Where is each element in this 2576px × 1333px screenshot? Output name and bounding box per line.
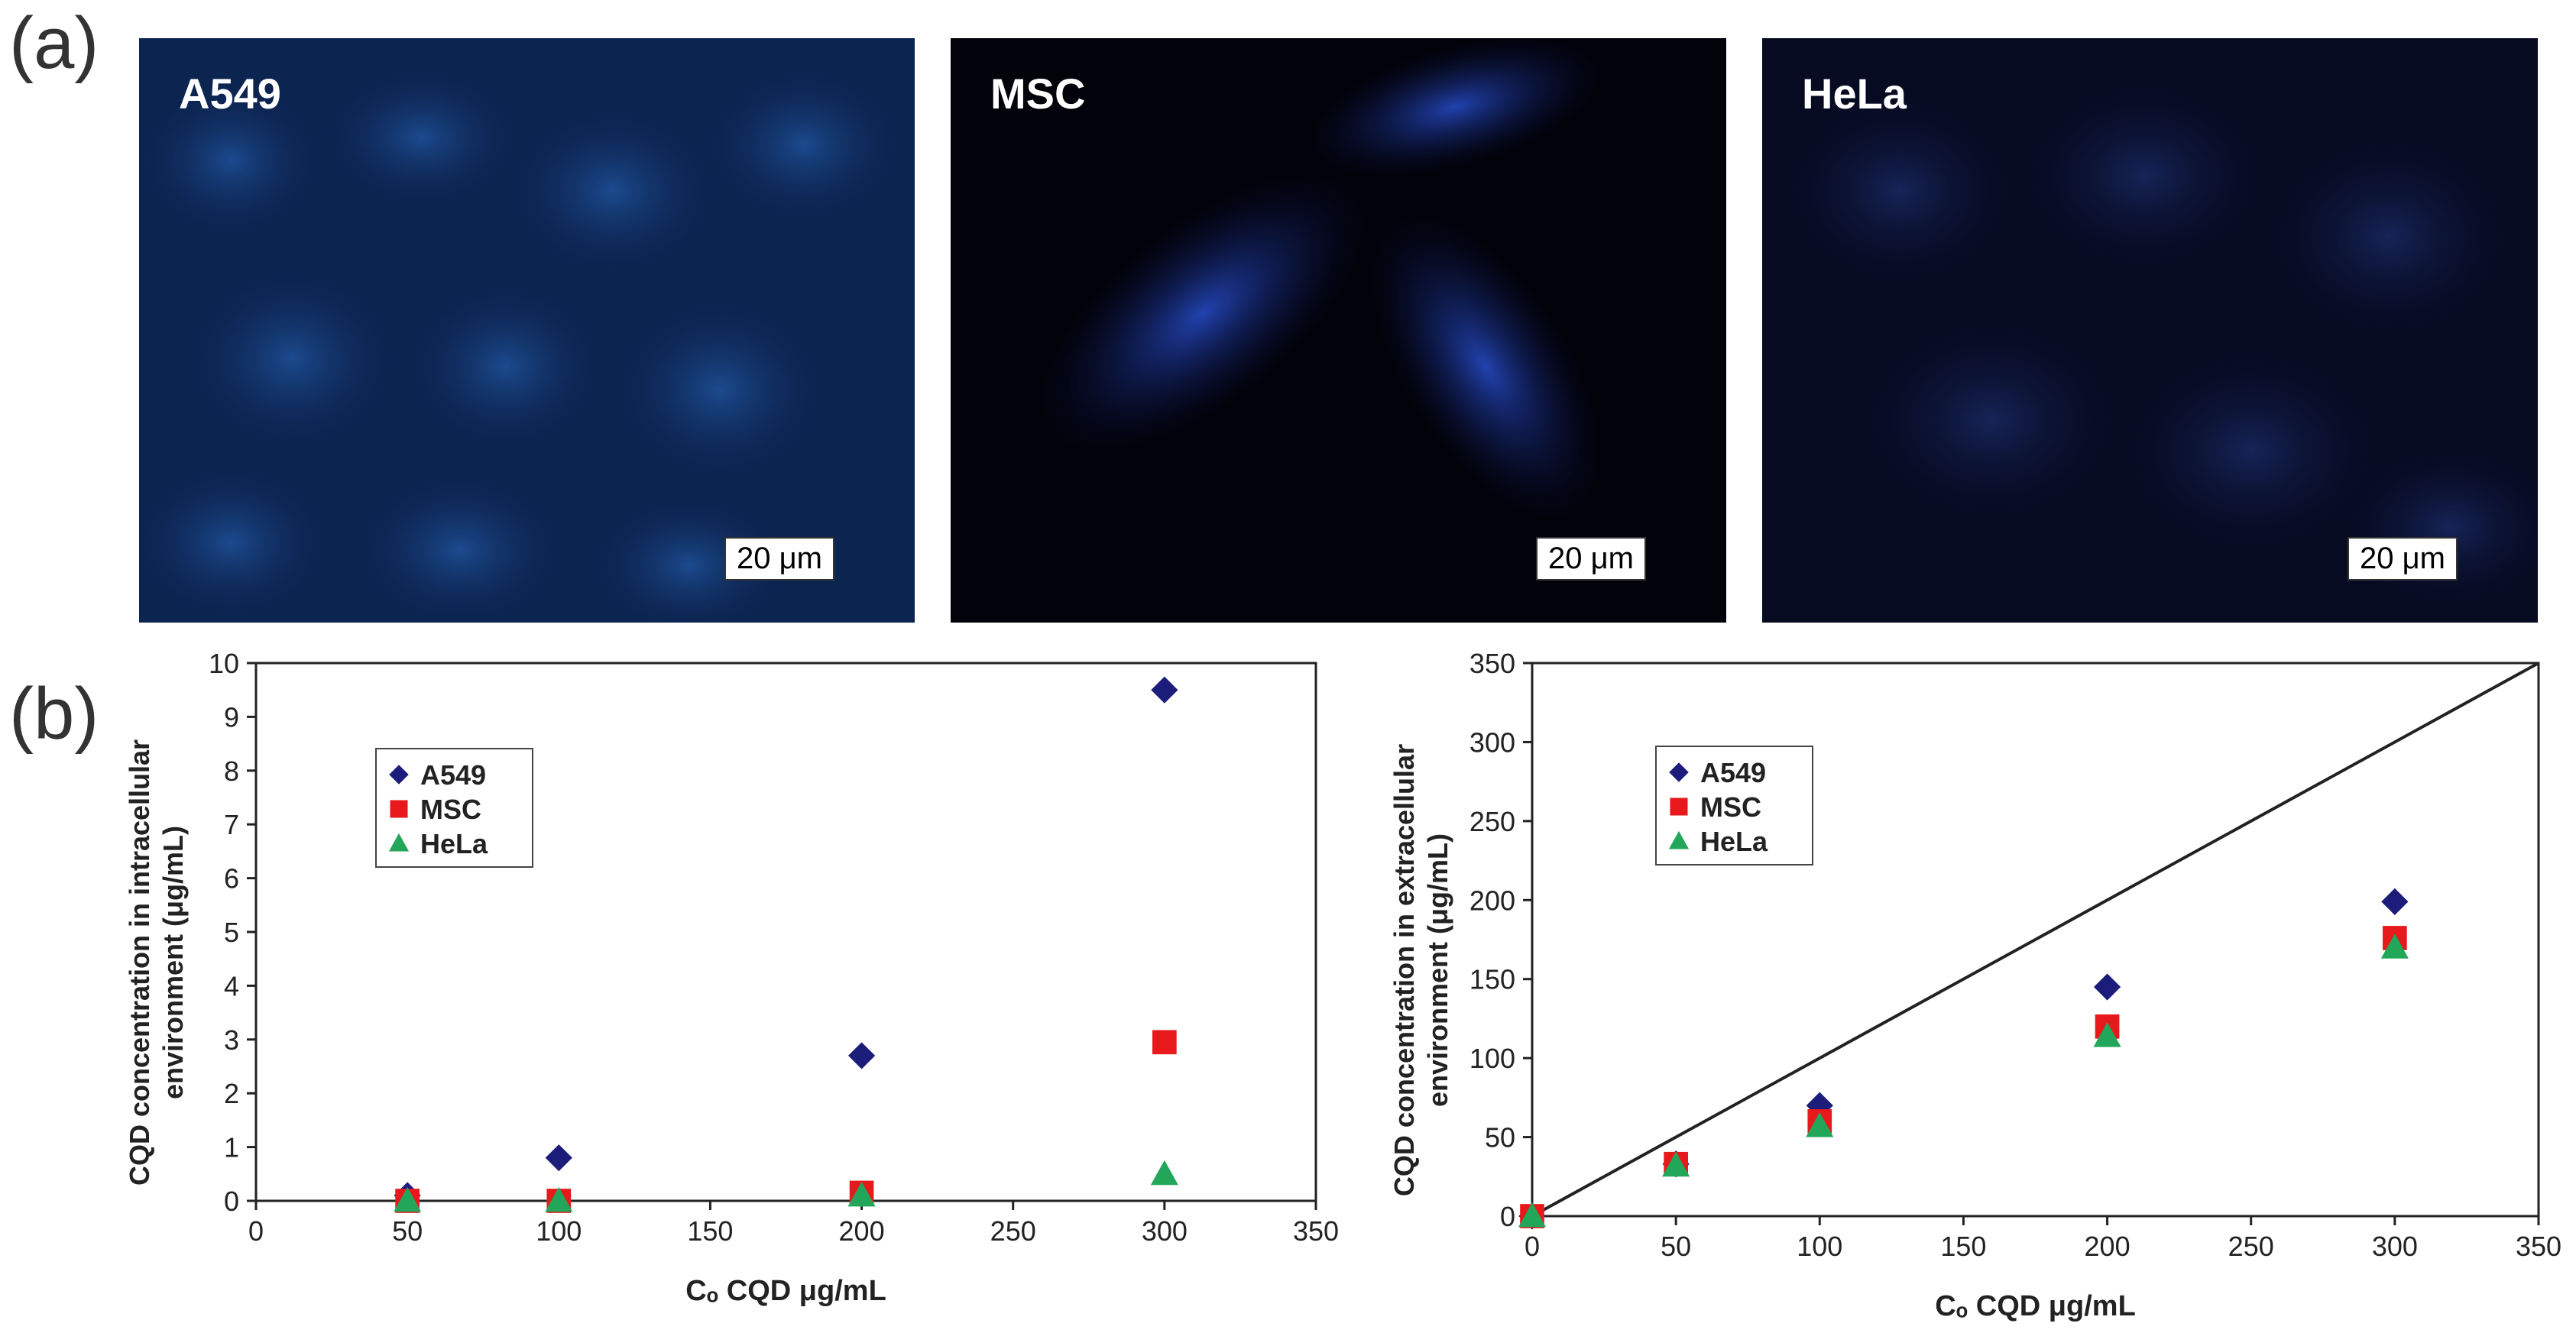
legend-marker-msc [1670,798,1688,816]
y-axis-label: environment (μg/mL) [157,826,189,1099]
panel-label-a: (a) [9,2,99,84]
x-tick-label: 300 [2372,1231,2418,1262]
y-axis-label: CQD concentration in intracellular [124,739,155,1186]
x-tick-label: 150 [1940,1231,1986,1262]
panel-label-b: (b) [9,673,99,755]
y-tick-label: 350 [1469,648,1515,679]
data-point-hela [1662,1151,1690,1177]
data-point-hela [847,1181,876,1207]
y-tick-label: 200 [1469,885,1515,916]
data-point-hela [1806,1112,1834,1137]
x-tick-label: 200 [839,1215,885,1247]
scale-bar: 20 μm [1536,537,1646,581]
x-tick-label: 350 [1293,1215,1339,1247]
x-tick-label: 300 [1142,1215,1188,1247]
x-tick-label: 250 [990,1215,1036,1247]
legend-label-a549: A549 [1700,757,1766,788]
y-tick-label: 5 [224,917,239,948]
legend-marker-a549 [1669,762,1689,782]
legend-marker-hela [388,833,410,852]
data-point-hela [545,1186,573,1212]
x-axis-label: Cₒ CQD μg/mL [1935,1290,2136,1322]
y-tick-label: 3 [224,1024,239,1056]
x-tick-label: 100 [1797,1231,1842,1262]
y-axis-label: environment (μg/mL) [1422,833,1453,1107]
x-tick-label: 0 [248,1215,264,1247]
legend-label-msc: MSC [420,794,481,825]
y-tick-label: 8 [224,755,239,787]
data-point-a549 [2093,973,2121,1001]
y-tick-label: 150 [1469,964,1515,995]
x-tick-label: 100 [536,1215,582,1247]
scale-bar: 20 μm [2348,537,2458,581]
data-point-a549 [847,1042,876,1069]
data-point-hela [2380,933,2409,959]
y-tick-label: 6 [224,863,239,895]
x-tick-label: 50 [392,1215,423,1247]
data-point-a549 [545,1144,572,1172]
legend-marker-msc [390,800,408,818]
y-tick-label: 7 [224,809,239,840]
plot-frame [254,662,1317,1202]
data-point-hela [394,1186,422,1212]
legend-label-a549: A549 [420,759,486,791]
y-axis-label: CQD concentration in extracellular [1388,744,1420,1196]
legend-marker-a549 [389,765,409,785]
micrograph-label: A549 [179,70,281,118]
data-point-a549 [2381,888,2409,915]
x-tick-label: 150 [687,1215,733,1247]
legend-label-msc: MSC [1700,791,1761,823]
y-tick-label: 250 [1469,806,1515,837]
micrograph-a549: A549 20 μm [139,38,915,623]
micrograph-msc: MSC 20 μm [951,38,1726,623]
y-tick-label: 0 [1500,1201,1515,1232]
micrograph-label: HeLa [1802,70,1907,118]
y-tick-label: 100 [1469,1043,1515,1074]
legend-label-hela: HeLa [1700,826,1768,857]
x-tick-label: 250 [2228,1231,2274,1262]
chart-2: 0 50 100 150 200 250 300 350 0 50 100 150 200 250 300 3… [1388,648,2561,1322]
micrograph-a549-image [139,38,915,623]
x-axis-label: Cₒ CQD μg/mL [685,1275,886,1307]
y-tick-label: 1 [224,1132,239,1163]
y-tick-label: 0 [224,1186,239,1217]
x-tick-label: 200 [2085,1231,2130,1262]
data-point-msc [1152,1030,1177,1055]
chart-1: 0 50 100 150 200 250 300 350 0 1 2 3 4 5 6 7 8 9 10 Cₒ CQD … [124,648,1339,1307]
micrograph-msc-image [951,38,1726,623]
legend-marker-hela [1668,830,1690,849]
y-tick-label: 50 [1485,1122,1515,1153]
y-tick-label: 10 [209,648,239,679]
plot-frame [1531,662,2540,1218]
data-point-hela [2093,1022,2121,1047]
x-tick-label: 0 [1525,1231,1540,1262]
reference-line [1531,662,2539,1218]
data-point-hela [1150,1160,1178,1186]
x-tick-label: 50 [1661,1231,1691,1262]
data-point-a549 [1151,676,1178,704]
y-tick-label: 9 [224,701,239,733]
data-point-hela [1518,1202,1547,1228]
scale-bar: 20 μm [724,537,834,581]
y-tick-label: 300 [1469,726,1515,758]
y-tick-label: 4 [224,970,239,1001]
legend-label-hela: HeLa [420,828,488,859]
micrograph-hela: HeLa 20 μm [1762,38,2538,623]
micrograph-label: MSC [990,70,1086,118]
x-tick-label: 350 [2516,1231,2561,1262]
y-tick-label: 2 [224,1078,239,1109]
